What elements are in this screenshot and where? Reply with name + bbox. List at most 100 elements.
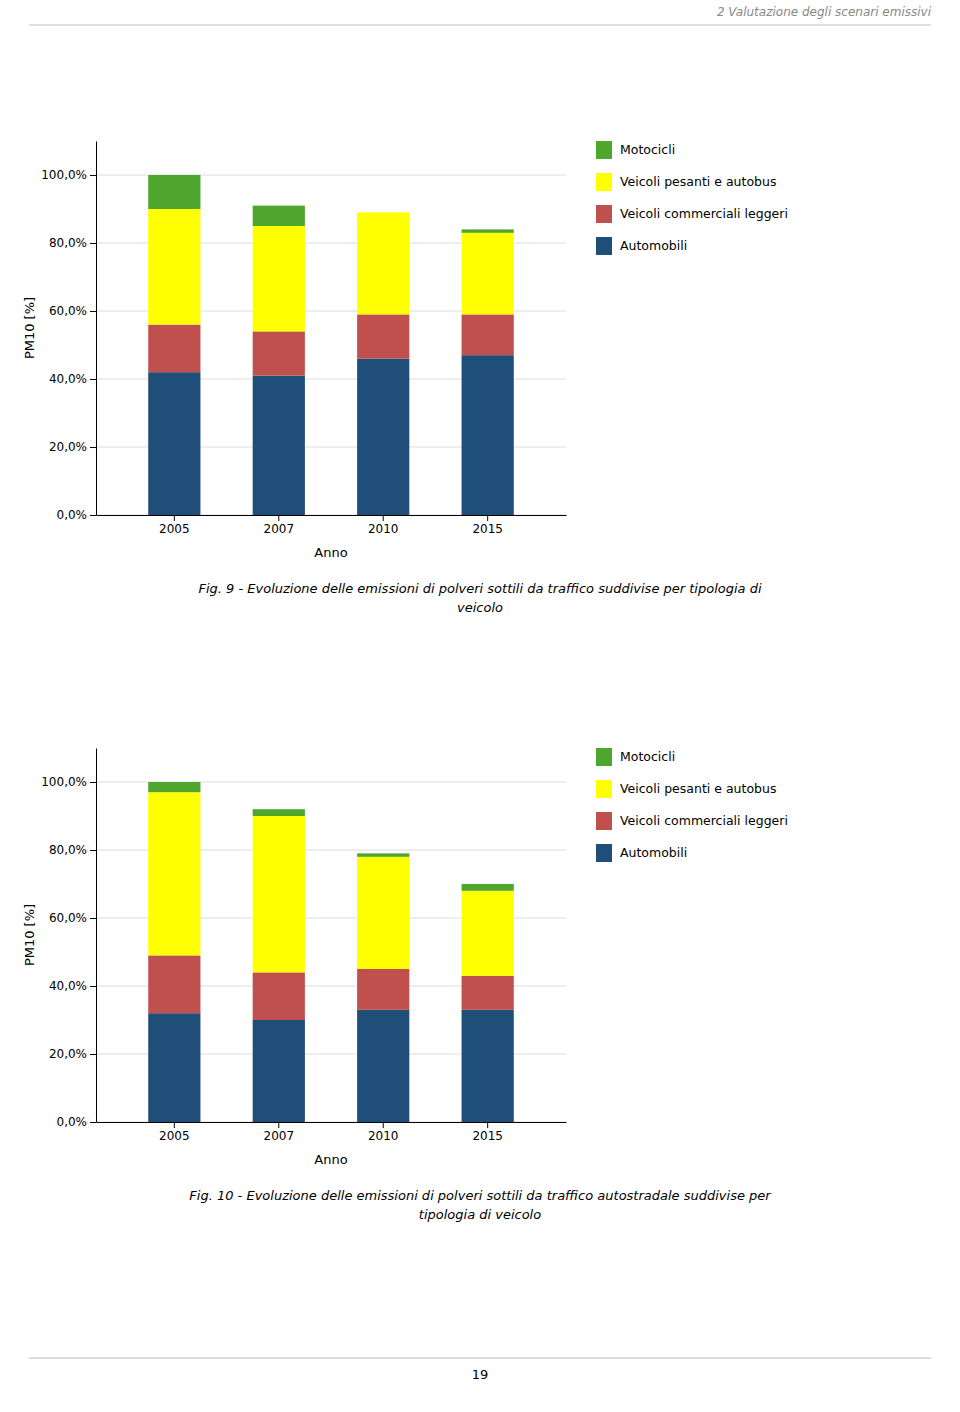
y-tick-mark [90,447,96,448]
y-tick-label: 0,0% [57,508,88,522]
legend-label: Automobili [620,238,687,253]
legend-swatch [596,141,612,159]
legend-label: Motocicli [620,749,675,764]
y-tick-label: 40,0% [49,372,87,386]
x-tick-label: 2007 [264,1129,295,1143]
y-tick: 60,0% [49,911,96,925]
legend-label: Veicoli commerciali leggeri [620,206,788,221]
y-tick-mark [90,782,96,783]
x-axis-line [97,515,567,516]
bar [253,226,305,331]
y-tick-mark [90,850,96,851]
x-tick-mark [487,515,488,521]
grid [96,175,566,515]
legend-label: Veicoli commerciali leggeri [620,813,788,828]
x-tick-label: 2015 [472,1129,503,1143]
x-tick: 2015 [472,515,503,536]
grid [96,782,566,1122]
y-tick-label: 60,0% [49,304,87,318]
y-axis-line [96,749,97,1123]
bar [253,809,305,816]
y-axis: 0,0%20,0%40,0%60,0%80,0%100,0% [41,749,96,1130]
bar [462,355,514,515]
legend-swatch [596,812,612,830]
y-tick-label: 0,0% [57,1115,88,1129]
x-tick: 2015 [472,1122,503,1143]
bar [357,853,409,856]
bar [148,325,200,373]
x-axis-line [97,1122,567,1123]
legend: Motocicli Veicoli pesanti e autobus Veicol… [596,748,788,862]
page: 2 Valutazione degli scenari emissivi 2005… [0,0,960,1412]
legend-swatch [596,844,612,862]
y-tick-mark [90,515,96,516]
bar [357,857,409,969]
y-tick-mark [90,175,96,176]
bar [462,976,514,1010]
page-number: 19 [472,1367,489,1382]
x-tick-label: 2005 [159,522,190,536]
bar [357,212,409,314]
bar [462,229,514,232]
bar [148,792,200,955]
legend-swatch [596,748,612,766]
x-axis: 2005 2007 2010 2015 [97,1122,567,1143]
y-tick-label: 20,0% [49,1047,87,1061]
y-tick: 80,0% [49,236,96,250]
x-axis-title: Anno [314,545,347,560]
legend-item: Veicoli commerciali leggeri [596,205,788,223]
x-tick-mark [174,1122,175,1128]
y-tick-label: 80,0% [49,843,87,857]
y-tick-label: 100,0% [41,775,87,789]
bar [357,969,409,1010]
x-tick-label: 2010 [368,522,399,536]
bar [148,175,200,209]
legend-item: Veicoli pesanti e autobus [596,780,776,798]
x-tick-label: 2010 [368,1129,399,1143]
bar [253,1020,305,1122]
x-tick-mark [383,1122,384,1128]
bars [148,782,514,1122]
y-tick-label: 20,0% [49,440,87,454]
y-axis-line [96,142,97,516]
caption: Fig. 10 - Evoluzione delle emissioni di … [189,1188,772,1203]
legend: MotocicliVeicoli pesanti e autobusVeicol… [596,141,788,255]
y-axis: 0,0% 20,0% 40,0% 60,0% 80,0% 100,0% [41,142,96,523]
y-tick: 100,0% [41,775,96,789]
x-tick: 2010 [368,1122,399,1143]
y-tick-label: 100,0% [41,168,87,182]
bar [253,376,305,515]
bar [462,1010,514,1122]
y-tick: 0,0% [57,508,97,522]
x-tick: 2007 [264,1122,295,1143]
y-tick-mark [90,918,96,919]
bar [462,891,514,976]
x-tick: 2007 [264,515,295,536]
bar [357,359,409,515]
footer-rule [29,1358,931,1359]
legend-swatch [596,205,612,223]
bar [357,314,409,358]
x-tick-mark [383,515,384,521]
x-axis: 2005 2007 2010 2015 [97,515,567,536]
x-tick-mark [174,515,175,521]
x-tick-mark [278,1122,279,1128]
legend-item: Veicoli pesanti e autobus [596,173,776,191]
x-tick: 2005 [159,1122,190,1143]
legend-label: Automobili [620,845,687,860]
caption: veicolo [457,600,503,615]
y-tick-label: 60,0% [49,911,87,925]
bar [462,314,514,355]
y-tick: 100,0% [41,168,96,182]
legend-item: Automobili [596,844,687,862]
bar [462,233,514,315]
x-tick: 2010 [368,515,399,536]
bar [148,955,200,1013]
bar [148,1013,200,1122]
bar [462,884,514,891]
bar [253,972,305,1020]
y-tick-mark [90,1054,96,1055]
y-tick-mark [90,243,96,244]
y-tick-mark [90,379,96,380]
header-text: 2 Valutazione degli scenari emissivi [717,5,932,19]
